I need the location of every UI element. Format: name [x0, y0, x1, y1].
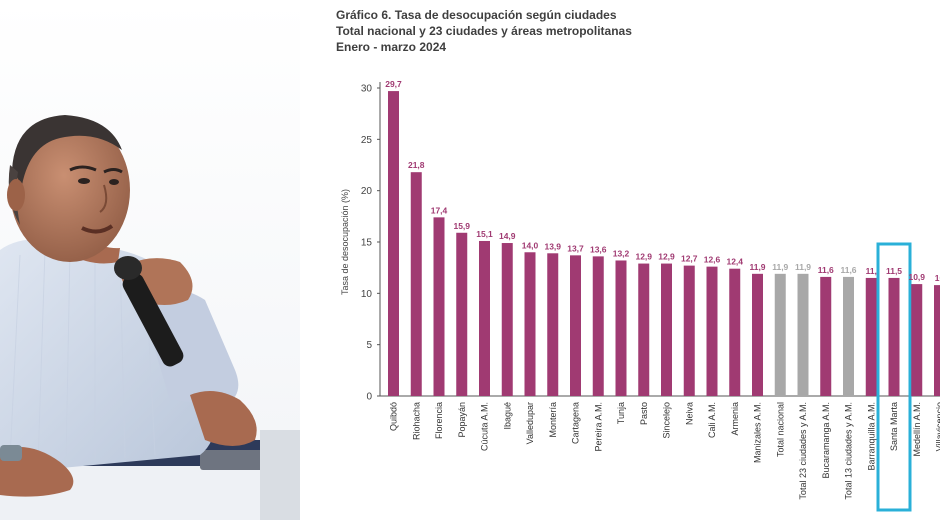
- bar-21: [843, 276, 854, 396]
- category-label-11: Tunja: [616, 402, 626, 424]
- category-label-16: Armenia: [730, 402, 740, 436]
- value-label-17: 11,9: [749, 262, 765, 272]
- value-label-24: 10,9: [908, 272, 925, 282]
- category-label-21: Total 13 ciudades y A.M.: [844, 402, 854, 500]
- value-label-6: 14,9: [499, 231, 516, 241]
- category-label-5: Cúcuta A.M.: [480, 402, 490, 451]
- category-label-18: Total nacional: [775, 402, 785, 457]
- y-tick-label: 15: [361, 238, 373, 249]
- y-tick-label: 25: [361, 135, 373, 146]
- value-label-1: 29,7: [385, 79, 402, 89]
- value-label-7: 14,0: [522, 240, 539, 250]
- microphone-icon: [114, 256, 184, 367]
- value-label-9: 13,7: [567, 243, 584, 253]
- bar-10: [592, 256, 604, 396]
- y-tick-label: 0: [366, 392, 372, 403]
- category-label-10: Pereira A.M.: [593, 402, 603, 452]
- bar-19: [797, 273, 809, 396]
- category-label-3: Florencia: [434, 402, 444, 439]
- value-label-12: 12,9: [635, 252, 652, 262]
- bar-15: [706, 266, 718, 396]
- category-label-7: Valledupar: [525, 402, 535, 444]
- bar-1: [388, 91, 399, 396]
- value-label-22: 11,: [866, 266, 877, 276]
- category-label-1: Quibdó: [389, 402, 399, 431]
- bar-8: [547, 253, 559, 396]
- category-label-17: Manizales A.M.: [753, 402, 763, 463]
- value-label-21: 11,6: [840, 265, 856, 275]
- value-label-8: 13,9: [544, 241, 561, 251]
- category-label-14: Neiva: [684, 402, 694, 425]
- speaker-photo: [0, 0, 300, 520]
- bar-14: [683, 265, 695, 396]
- bar-11: [615, 260, 627, 396]
- chart-title: Gráfico 6. Tasa de desocupación según ci…: [336, 8, 617, 22]
- y-tick-label: 30: [361, 84, 373, 95]
- highlight-box: [876, 242, 912, 512]
- category-label-15: Cali A.M.: [707, 402, 717, 438]
- bar-22: [865, 277, 877, 396]
- category-label-9: Cartagena: [571, 402, 581, 444]
- bar-9: [570, 255, 581, 396]
- value-label-11: 13,2: [613, 248, 630, 258]
- value-label-19: 11,9: [795, 262, 811, 272]
- category-label-12: Pasto: [639, 402, 649, 425]
- bar-16: [729, 268, 741, 396]
- value-label-18: 11,9: [772, 262, 788, 272]
- value-label-16: 12,4: [726, 257, 743, 267]
- bar-13: [661, 263, 672, 396]
- bar-23: [888, 277, 900, 396]
- value-label-23: 11,5: [886, 266, 902, 276]
- value-label-5: 15,1: [476, 229, 493, 239]
- bar-2: [410, 172, 422, 396]
- bar-17: [752, 273, 763, 396]
- value-label-2: 21,8: [408, 160, 425, 170]
- value-label-4: 15,9: [453, 221, 470, 231]
- category-label-24: Medellín A.M.: [912, 402, 922, 457]
- value-label-10: 13,6: [590, 244, 607, 254]
- category-label-13: Sincelejo: [662, 402, 672, 439]
- bar-6: [501, 243, 513, 396]
- chart-period: Enero - marzo 2024: [336, 40, 447, 54]
- y-axis-label: Tasa de desocupación (%): [340, 189, 350, 295]
- category-label-6: Ibagué: [502, 402, 512, 430]
- y-tick-label: 10: [361, 289, 373, 300]
- category-label-2: Riohacha: [411, 402, 421, 440]
- category-label-19: Total 23 ciudades y A.M.: [798, 402, 808, 500]
- value-label-13: 12,9: [658, 252, 675, 262]
- category-label-22: Barranquilla A.M.: [866, 402, 876, 471]
- bar-25: [934, 285, 940, 396]
- chart-subtitle: Total nacional y 23 ciudades y áreas met…: [336, 24, 632, 38]
- unemployment-chart: Gráfico 6. Tasa de desocupación según ci…: [300, 0, 940, 520]
- bar-20: [820, 276, 832, 396]
- bar-5: [479, 240, 490, 396]
- bar-7: [524, 252, 536, 396]
- value-label-3: 17,4: [431, 205, 448, 215]
- value-label-15: 12,6: [704, 255, 721, 265]
- bar-24: [911, 284, 923, 396]
- bar-4: [456, 232, 468, 396]
- category-label-8: Montería: [548, 402, 558, 438]
- category-label-25: Villavicencio: [935, 402, 940, 451]
- value-label-14: 12,7: [681, 254, 698, 264]
- category-label-4: Popayán: [457, 402, 467, 438]
- value-label-20: 11,6: [818, 265, 834, 275]
- value-label-25: 10: [935, 273, 940, 283]
- bar-chart-svg: 0 5 10 15 20 25 30 Tasa de desocupación (%) 29,7…: [340, 79, 940, 512]
- category-label-23: Santa Marta: [889, 402, 899, 451]
- bar-18: [774, 273, 786, 396]
- bar-3: [433, 217, 445, 396]
- category-label-20: Bucaramanga A.M.: [821, 402, 831, 479]
- y-tick-label: 5: [366, 340, 372, 351]
- bar-12: [638, 263, 650, 396]
- y-tick-label: 20: [361, 186, 373, 197]
